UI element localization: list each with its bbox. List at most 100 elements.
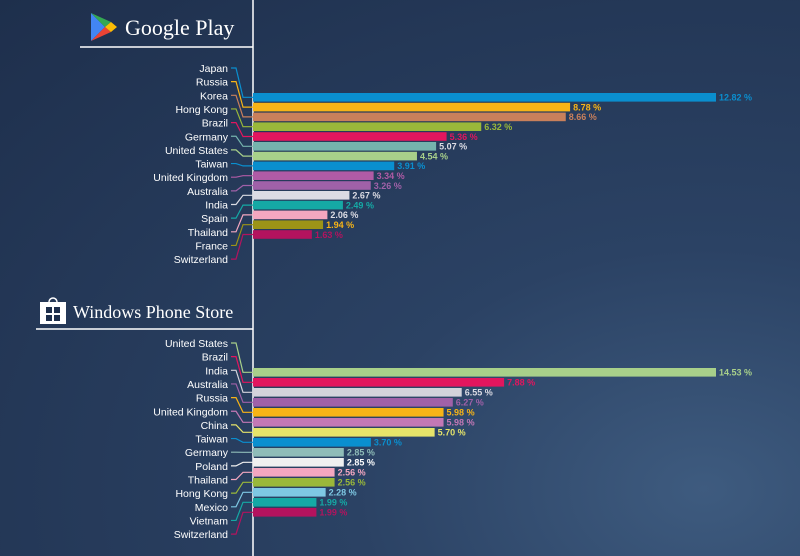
gp-bar-hong-kong <box>253 122 482 131</box>
wp-bar-china <box>253 428 435 437</box>
gp-value-united-kingdom: 3.34 % <box>377 171 405 181</box>
wp-bar-poland <box>253 458 344 467</box>
gp-connector-spain <box>231 204 253 219</box>
gp-label-germany: Germany <box>185 131 229 143</box>
gp-label-thailand: Thailand <box>188 227 228 239</box>
wp-connector-australia <box>231 383 253 403</box>
wp-value-australia: 6.27 % <box>456 398 484 408</box>
gp-value-australia: 3.26 % <box>374 181 402 191</box>
gp-connector-france <box>231 224 253 247</box>
gp-label-taiwan: Taiwan <box>195 159 228 171</box>
wp-label-hong-kong: Hong Kong <box>175 488 228 500</box>
wp-value-hong-kong: 2.56 % <box>338 478 366 488</box>
gp-connector-japan <box>231 67 253 98</box>
wp-value-poland: 2.85 % <box>347 458 375 468</box>
wp-label-china: China <box>201 420 229 432</box>
gp-bar-taiwan <box>253 161 395 171</box>
wp-label-united-states: United States <box>165 338 228 350</box>
windows-store-title: Windows Phone Store <box>73 302 233 322</box>
gp-label-france: France <box>195 240 228 252</box>
wp-label-brazil: Brazil <box>202 352 228 364</box>
gp-label-australia: Australia <box>187 186 228 198</box>
gp-value-switzerland: 1.63 % <box>315 230 343 240</box>
wp-label-poland: Poland <box>195 461 228 473</box>
wp-bar-germany <box>253 448 344 457</box>
wp-label-russia: Russia <box>196 393 228 405</box>
wp-value-switzerland: 1.99 % <box>319 508 347 518</box>
wp-value-thailand: 2.56 % <box>338 468 366 478</box>
gp-value-france: 1.94 % <box>326 220 354 230</box>
windows-store-panel: United States 14.53 % Brazil 7.88 % India 6.5… <box>153 338 752 541</box>
wp-value-brazil: 7.88 % <box>507 378 535 388</box>
gp-bar-united-kingdom <box>253 171 374 180</box>
wp-connector-hong-kong <box>231 481 253 494</box>
wp-value-united-states: 14.53 % <box>719 368 752 378</box>
gp-bar-japan <box>253 93 716 102</box>
wp-label-india: India <box>205 365 228 377</box>
gp-value-spain: 2.49 % <box>346 200 374 210</box>
wp-connector-brazil <box>231 356 253 383</box>
gp-label-korea: Korea <box>200 90 228 102</box>
gp-connector-russia <box>231 81 253 108</box>
wp-bar-brazil <box>253 378 505 387</box>
wp-connector-vietnam <box>231 501 253 522</box>
wp-connector-mexico <box>231 491 253 508</box>
gp-value-germany: 5.07 % <box>439 142 467 152</box>
wp-value-russia: 5.98 % <box>447 408 475 418</box>
wp-value-vietnam: 1.99 % <box>319 498 347 508</box>
wp-value-china: 5.70 % <box>438 428 466 438</box>
gp-connector-hong-kong <box>231 108 253 128</box>
gp-connector-australia <box>231 184 253 192</box>
wp-bar-united-kingdom <box>253 418 444 427</box>
wp-label-germany: Germany <box>185 447 229 459</box>
gp-bar-korea <box>253 112 566 122</box>
wp-value-united-kingdom: 5.98 % <box>447 418 475 428</box>
gp-value-taiwan: 3.91 % <box>397 161 425 171</box>
gp-label-russia: Russia <box>196 77 228 89</box>
google-play-logo-icon <box>91 13 117 41</box>
gp-connector-switzerland <box>231 233 253 260</box>
gp-bar-spain <box>253 200 343 210</box>
gp-value-japan: 12.82 % <box>719 93 752 103</box>
wp-bar-australia <box>253 398 453 407</box>
google-play-panel: Japan 12.82 % Russia 8.78 % Korea 8.66 % Hong … <box>153 63 752 266</box>
gp-connector-united-kingdom <box>231 175 253 178</box>
gp-connector-taiwan <box>231 162 253 167</box>
gp-value-korea: 8.66 % <box>569 112 597 122</box>
wp-connector-united-kingdom <box>231 410 253 423</box>
wp-label-switzerland: Switzerland <box>174 529 228 541</box>
wp-label-mexico: Mexico <box>195 502 228 514</box>
wp-bar-mexico <box>253 488 326 497</box>
wp-bar-hong-kong <box>253 478 335 487</box>
gp-label-japan: Japan <box>199 63 228 75</box>
gp-label-united-states: United States <box>165 145 228 157</box>
wp-label-australia: Australia <box>187 379 228 391</box>
gp-label-india: India <box>205 200 228 212</box>
wp-connector-united-states <box>231 342 253 373</box>
gp-connector-united-states <box>231 149 253 157</box>
gp-connector-thailand <box>231 214 253 233</box>
wp-bar-india <box>253 388 462 397</box>
gp-connector-india <box>231 194 253 206</box>
gp-bar-australia <box>253 181 371 190</box>
wp-value-germany: 2.85 % <box>347 448 375 458</box>
gp-connector-germany <box>231 135 253 147</box>
wp-connector-switzerland <box>231 511 253 535</box>
gp-connector-korea <box>231 94 253 118</box>
gp-label-brazil: Brazil <box>202 118 228 130</box>
gp-label-hong-kong: Hong Kong <box>175 104 228 116</box>
gp-connector-brazil <box>231 122 253 138</box>
wp-bar-thailand <box>253 468 335 477</box>
gp-value-united-states: 4.54 % <box>420 151 448 161</box>
gp-value-brazil: 5.36 % <box>450 132 478 142</box>
wp-label-vietnam: Vietnam <box>190 515 229 527</box>
wp-bar-switzerland <box>253 508 317 517</box>
wp-value-mexico: 2.28 % <box>329 488 357 498</box>
gp-bar-brazil <box>253 132 447 141</box>
wp-connector-india <box>231 369 253 393</box>
gp-bar-russia <box>253 102 571 112</box>
wp-label-thailand: Thailand <box>188 475 228 487</box>
gp-bar-thailand <box>253 210 328 220</box>
gp-bar-india <box>253 191 350 200</box>
